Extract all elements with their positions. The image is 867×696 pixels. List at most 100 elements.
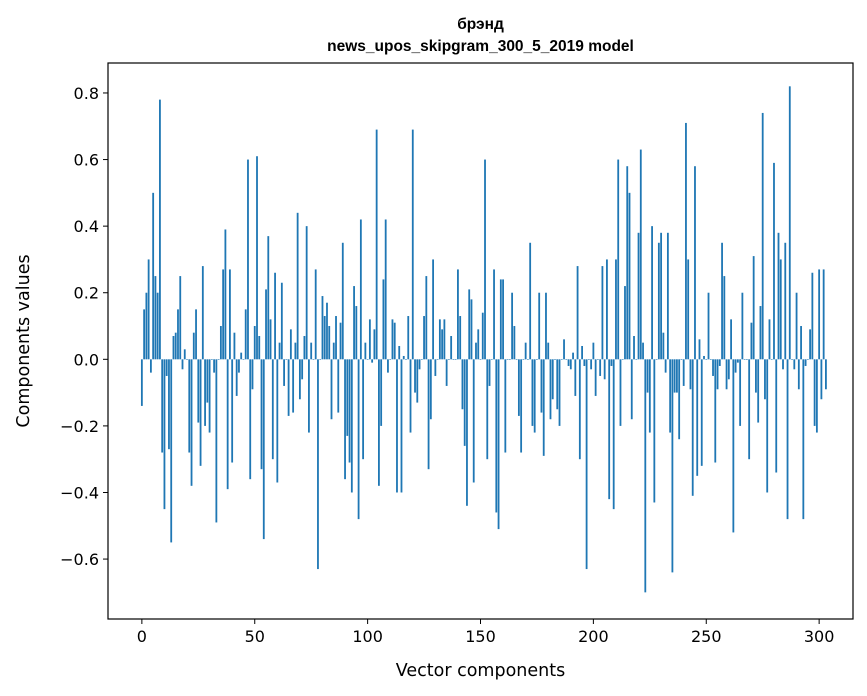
bar-49	[251, 359, 254, 390]
bar-212	[619, 359, 622, 426]
bar-250	[705, 359, 708, 360]
bar-97	[359, 219, 362, 360]
bar-137	[450, 336, 453, 360]
bar-85	[332, 342, 335, 360]
bar-303	[825, 359, 827, 390]
bar-136	[447, 359, 450, 360]
bar-33	[215, 359, 218, 523]
bar-2	[145, 292, 148, 360]
bar-59	[274, 272, 276, 360]
x-tick-label: 0	[137, 627, 147, 646]
bar-263	[734, 359, 737, 373]
bar-130	[434, 359, 437, 376]
bar-38	[226, 359, 229, 490]
bar-112	[393, 322, 396, 360]
bar-82	[326, 302, 328, 360]
bar-293	[802, 359, 805, 520]
bar-301	[820, 359, 823, 400]
bar-30	[208, 359, 211, 433]
bar-122	[416, 359, 419, 403]
y-tick-label: 0.0	[74, 350, 99, 369]
bar-111	[391, 319, 394, 360]
bar-225	[648, 359, 651, 433]
bar-153	[486, 359, 489, 460]
bar-165	[513, 326, 516, 360]
bar-193	[576, 266, 579, 360]
bar-268	[745, 359, 748, 360]
bar-17	[179, 276, 182, 360]
x-tick-label: 250	[691, 627, 722, 646]
bar-91	[346, 359, 349, 436]
bar-194	[578, 359, 581, 460]
bar-118	[407, 316, 410, 360]
bar-261	[730, 319, 732, 360]
bar-series	[140, 86, 827, 593]
bar-37	[224, 229, 227, 360]
bar-246	[696, 359, 699, 476]
bar-178	[542, 359, 545, 456]
bar-277	[766, 359, 769, 493]
bar-256	[718, 359, 721, 366]
bar-60	[276, 359, 279, 483]
bar-74	[308, 359, 310, 433]
bar-18	[181, 359, 184, 370]
bar-176	[538, 292, 541, 360]
y-tick-label: 0.4	[74, 217, 99, 236]
bar-254	[714, 359, 717, 463]
bar-96	[357, 359, 360, 520]
bar-100	[366, 359, 369, 360]
bar-299	[815, 359, 818, 433]
bar-103	[373, 329, 376, 360]
bar-265	[739, 359, 742, 426]
bar-224	[646, 359, 649, 393]
bar-170	[524, 342, 527, 360]
bar-171	[527, 359, 529, 360]
bar-21	[188, 359, 191, 453]
bar-232	[664, 359, 667, 373]
bar-131	[436, 359, 439, 360]
bar-104	[375, 129, 378, 360]
bar-35	[219, 326, 222, 360]
bar-4	[149, 359, 152, 373]
bar-72	[303, 336, 306, 360]
bar-154	[488, 359, 491, 386]
bar-267	[743, 359, 746, 360]
bar-289	[793, 359, 796, 370]
bar-16	[177, 309, 179, 360]
bar-281	[775, 359, 778, 473]
x-tick-label: 200	[578, 627, 609, 646]
bar-86	[335, 316, 337, 360]
bar-253	[712, 359, 714, 376]
bar-168	[520, 359, 523, 453]
bar-164	[511, 292, 514, 360]
bar-108	[384, 219, 387, 360]
bar-273	[757, 359, 760, 423]
x-axis: 0 50 100 150 200 250 300	[137, 619, 834, 646]
bar-10	[163, 359, 166, 510]
bar-24	[195, 309, 197, 360]
bar-216	[628, 192, 631, 360]
bar-152	[484, 159, 486, 360]
bar-222	[642, 342, 644, 360]
bar-185	[558, 359, 561, 426]
bar-65	[287, 359, 290, 416]
bar-45	[242, 359, 245, 360]
bar-292	[800, 326, 802, 360]
bar-11	[165, 359, 168, 376]
bar-139	[454, 359, 457, 360]
bar-121	[414, 359, 416, 393]
y-axis-label: Components values	[14, 254, 34, 427]
y-tick-label: 0.2	[74, 284, 99, 303]
bar-287	[788, 86, 791, 360]
bar-127	[427, 359, 430, 470]
bar-15	[174, 332, 177, 360]
bar-28	[204, 359, 206, 426]
bar-188	[565, 359, 568, 360]
bar-83	[328, 326, 331, 360]
bar-179	[545, 292, 547, 360]
bar-87	[337, 359, 340, 413]
bar-173	[531, 359, 534, 426]
bar-90	[344, 359, 346, 480]
bar-209	[612, 359, 615, 510]
bar-92	[348, 359, 351, 463]
